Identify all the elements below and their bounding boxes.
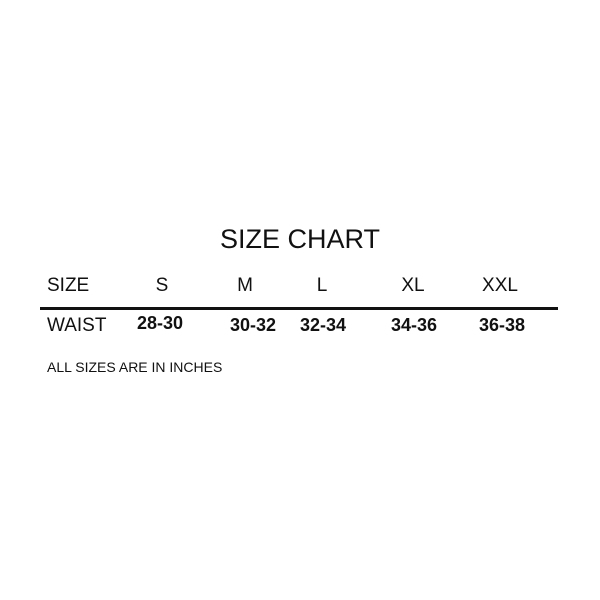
waist-value-xxl: 36-38 <box>478 315 526 335</box>
page-title: SIZE CHART <box>219 224 381 254</box>
header-size-xl: XL <box>401 275 425 296</box>
waist-value-m: 30-32 <box>229 315 277 335</box>
header-size-xxl: XXL <box>482 275 518 296</box>
waist-value-xl: 34-36 <box>390 315 438 335</box>
waist-value-s: 28-30 <box>136 313 184 333</box>
header-size-label: SIZE <box>47 275 90 296</box>
header-size-m: M <box>237 275 253 296</box>
waist-value-l: 32-34 <box>299 315 347 335</box>
row-waist-label: WAIST <box>47 315 107 336</box>
units-note: ALL SIZES ARE IN INCHES <box>47 359 223 375</box>
header-divider <box>40 307 558 310</box>
header-size-l: L <box>316 275 328 296</box>
header-size-s: S <box>155 275 169 296</box>
